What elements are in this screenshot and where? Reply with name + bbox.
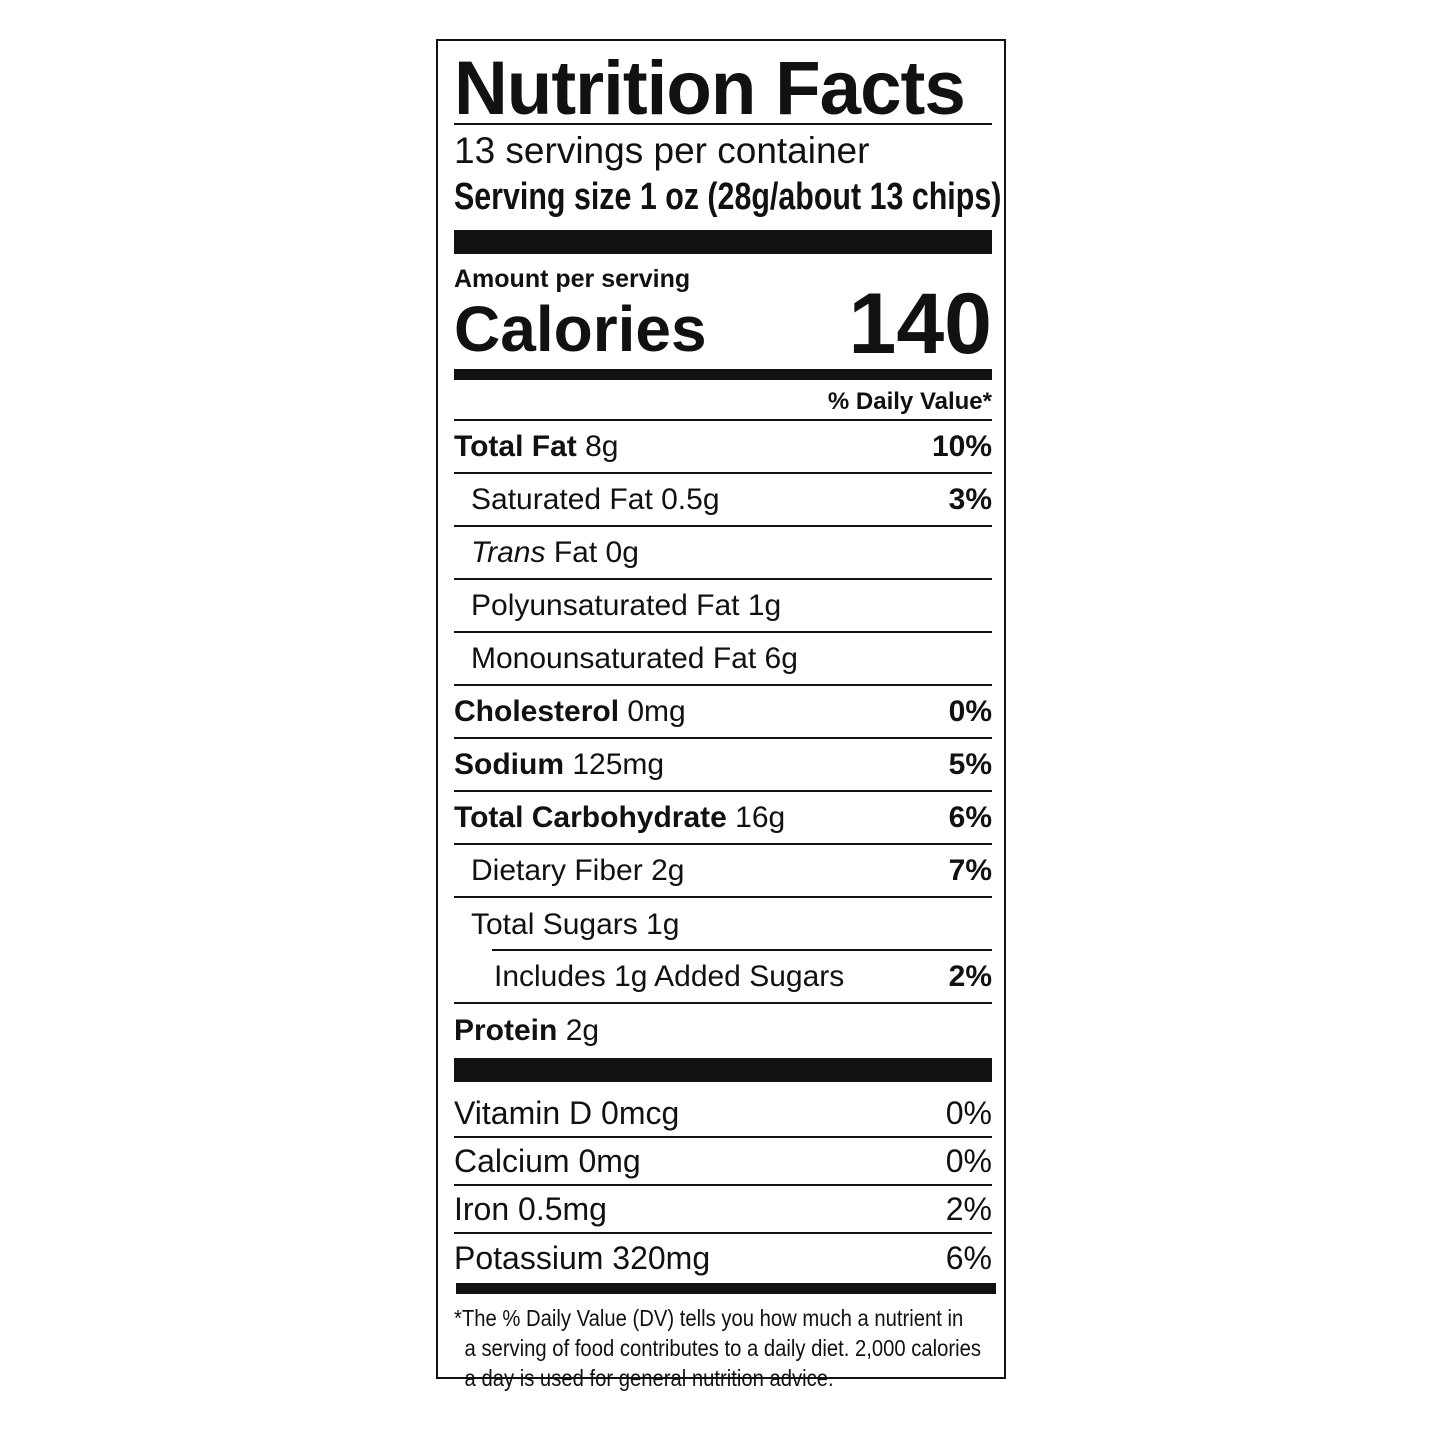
nutrient-amount: 0mg (627, 694, 686, 728)
thick-divider (454, 1058, 992, 1082)
nutrient-name: Polyunsaturated Fat (471, 588, 740, 622)
vitamin-label: Vitamin D 0mcg (454, 1094, 680, 1131)
vitamin-row-potassium: Potassium 320mg 6% (454, 1234, 992, 1282)
footnote-line: a serving of food contributes to a daily… (464, 1335, 981, 1361)
nutrient-name: Dietary Fiber (471, 853, 643, 887)
nutrient-name: Total Fat (454, 429, 577, 463)
calories-value: 140 (848, 276, 993, 372)
nutrient-name: Sodium (454, 747, 564, 781)
nutrient-name: Includes 1g Added Sugars (494, 959, 845, 993)
serving-size: Serving size 1 oz (28g/about 13 chips) (454, 176, 1002, 218)
footnote-line: *The % Daily Value (DV) tells you how mu… (454, 1305, 964, 1331)
nutrient-name: Protein (454, 1013, 558, 1047)
nutrient-amount: 16g (735, 800, 786, 834)
nutrient-row-added-sugars: Includes 1g Added Sugars 2% (454, 951, 992, 1004)
nutrient-amount: 2g (565, 1013, 600, 1047)
nutrient-dv: 7% (948, 853, 992, 887)
nutrient-dv: 0% (948, 694, 992, 728)
nutrient-amount: 1g (646, 907, 680, 941)
nutrient-row-saturated-fat: Saturated Fat 0.5g 3% (454, 474, 992, 527)
amount-per-serving: Amount per serving (454, 265, 691, 293)
nutrient-name: Total Sugars (471, 907, 638, 941)
servings-per-container: 13 servings per container (454, 130, 870, 171)
daily-value-header: % Daily Value* (827, 388, 992, 415)
nutrient-amount: 6g (764, 641, 798, 675)
divider (492, 949, 992, 951)
vitamin-label: Calcium 0mg (454, 1142, 641, 1179)
nutrient-dv: 6% (948, 800, 992, 834)
nutrient-name: Cholesterol (454, 694, 620, 728)
vitamin-dv: 0% (945, 1142, 992, 1179)
nutrient-row-total-sugars: Total Sugars 1g (454, 898, 992, 951)
nutrient-row-protein: Protein 2g (454, 1004, 992, 1057)
nutrient-name-rest: Fat (553, 535, 598, 569)
vitamin-dv: 6% (945, 1239, 992, 1276)
vitamin-row-calcium: Calcium 0mg 0% (454, 1138, 992, 1186)
divider (454, 123, 992, 125)
medium-divider (454, 369, 992, 380)
nutrient-name: Saturated Fat (471, 482, 653, 516)
nutrient-row-total-fat: Total Fat 8g 10% (454, 421, 992, 474)
nutrient-amount: 1g (747, 588, 782, 622)
vitamin-row-iron: Iron 0.5mg 2% (454, 1186, 992, 1234)
footnote: *The % Daily Value (DV) tells you how mu… (454, 1303, 991, 1393)
calories-label: Calories (454, 293, 707, 365)
nutrient-amount: 0g (605, 535, 639, 569)
nutrient-row-polyunsaturated-fat: Polyunsaturated Fat 1g (454, 580, 992, 633)
nutrient-row-monounsaturated-fat: Monounsaturated Fat 6g (454, 633, 992, 686)
nutrient-row-total-carbohydrate: Total Carbohydrate 16g 6% (454, 792, 992, 845)
nutrient-amount: 0.5g (661, 482, 720, 516)
divider (454, 419, 992, 421)
nutrient-amount: 8g (585, 429, 619, 463)
medium-divider (456, 1283, 996, 1294)
nutrient-row-sodium: Sodium 125mg 5% (454, 739, 992, 792)
nutrient-row-cholesterol: Cholesterol 0mg 0% (454, 686, 992, 739)
vitamin-dv: 2% (945, 1190, 992, 1227)
nutrient-name: Trans (471, 535, 546, 569)
nutrient-row-dietary-fiber: Dietary Fiber 2g 7% (454, 845, 992, 898)
nutrient-name: Total Carbohydrate (454, 800, 727, 834)
nutrition-facts-label: Nutrition Facts 13 servings per containe… (436, 39, 1006, 1391)
nutrient-dv: 2% (948, 959, 992, 993)
label-title: Nutrition Facts (454, 46, 966, 131)
thick-divider (454, 230, 992, 254)
nutrient-name: Monounsaturated Fat (471, 641, 757, 675)
nutrient-dv: 3% (948, 482, 992, 516)
calories-row: Calories 140 (454, 279, 992, 369)
vitamin-label: Iron 0.5mg (454, 1190, 607, 1227)
footnote-line: a day is used for general nutrition advi… (464, 1365, 834, 1391)
nutrient-amount: 125mg (572, 747, 665, 781)
vitamin-row-vitamin-d: Vitamin D 0mcg 0% (454, 1090, 992, 1138)
nutrient-amount: 2g (651, 853, 685, 887)
vitamin-dv: 0% (945, 1094, 992, 1131)
nutrient-dv: 5% (948, 747, 992, 781)
nutrient-dv: 10% (931, 429, 992, 463)
nutrient-row-trans-fat: Trans Fat 0g (454, 527, 992, 580)
vitamin-label: Potassium 320mg (454, 1239, 711, 1276)
